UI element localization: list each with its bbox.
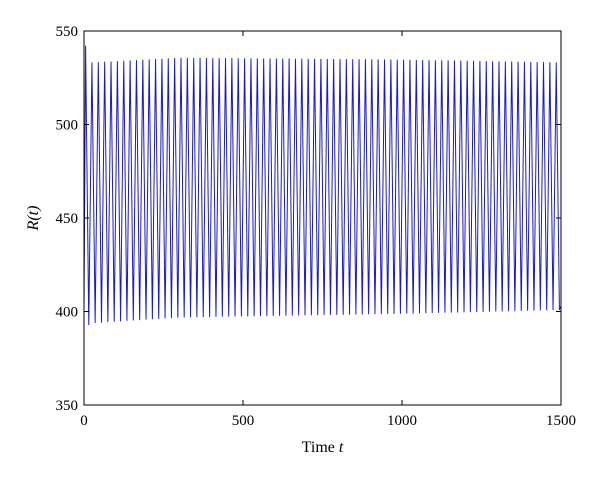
y-tick-label: 350	[56, 398, 79, 414]
y-tick-label: 550	[56, 24, 79, 40]
series-line-r	[83, 45, 562, 326]
x-axis-label-var: t	[339, 439, 344, 456]
x-axis-label-text: Time	[302, 439, 335, 456]
ticks-layer: 0 500 1000 1500 350 400 450 500 550	[56, 24, 577, 429]
x-tick-label: 500	[232, 413, 255, 429]
x-tick-label: 1500	[546, 413, 576, 429]
series-layer	[83, 45, 562, 326]
y-tick-label: 500	[56, 118, 79, 134]
y-axis-label: R(t)	[25, 206, 42, 232]
x-tick-label: 0	[80, 413, 88, 429]
y-tick-label: 400	[56, 305, 79, 321]
x-tick-label: 1000	[387, 413, 417, 429]
y-tick-label: 450	[56, 211, 79, 227]
x-axis-label: Time t	[302, 439, 344, 456]
